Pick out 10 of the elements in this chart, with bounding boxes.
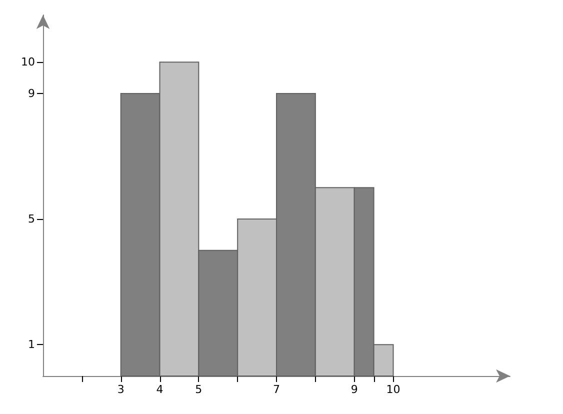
y-tick-label: 1 bbox=[28, 338, 35, 352]
y-tick-label: 5 bbox=[28, 212, 35, 226]
x-tick-label: 7 bbox=[273, 383, 280, 396]
x-tick-label: 5 bbox=[195, 383, 202, 396]
x-tick-label: 9 bbox=[350, 383, 358, 396]
y-tick-label: 9 bbox=[28, 86, 35, 100]
x-tick-label: 4 bbox=[156, 383, 164, 396]
y-tick-label: 10 bbox=[21, 56, 35, 69]
x-tick-label: 10 bbox=[386, 383, 400, 396]
x-tick-label: 3 bbox=[117, 383, 124, 396]
